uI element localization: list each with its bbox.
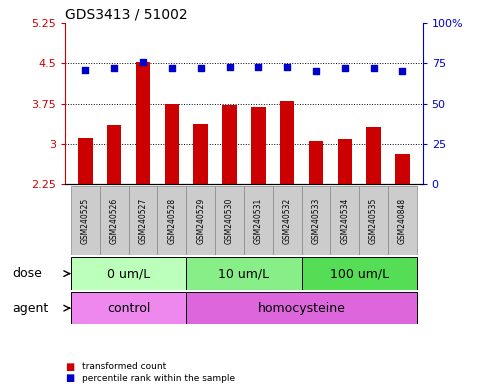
Text: homocysteine: homocysteine	[257, 302, 345, 314]
Point	[312, 68, 320, 74]
Text: GSM240526: GSM240526	[110, 198, 119, 244]
Text: GSM240535: GSM240535	[369, 198, 378, 244]
Text: 10 um/L: 10 um/L	[218, 267, 270, 280]
Bar	[367, 127, 381, 184]
Bar	[301, 257, 417, 290]
Text: 100 um/L: 100 um/L	[330, 267, 389, 280]
Point	[226, 63, 233, 70]
Point	[110, 65, 118, 71]
Text: control: control	[107, 302, 150, 314]
Bar	[273, 186, 301, 255]
Bar	[280, 101, 294, 184]
Point	[398, 68, 406, 74]
Bar	[78, 137, 93, 184]
Bar	[395, 154, 410, 184]
Bar	[222, 105, 237, 184]
Bar	[186, 186, 215, 255]
Bar	[136, 62, 150, 184]
Point	[341, 65, 349, 71]
Text: 0 um/L: 0 um/L	[107, 267, 150, 280]
Bar	[71, 186, 100, 255]
Text: ■: ■	[65, 362, 74, 372]
Text: transformed count: transformed count	[82, 362, 166, 371]
Bar	[71, 257, 186, 290]
Bar	[186, 292, 417, 324]
Bar	[100, 186, 128, 255]
Bar	[215, 186, 244, 255]
Text: dose: dose	[12, 267, 42, 280]
Bar	[251, 108, 266, 184]
Text: GSM240533: GSM240533	[312, 198, 321, 244]
Bar	[330, 186, 359, 255]
Bar	[359, 186, 388, 255]
Point	[370, 65, 378, 71]
Bar	[388, 186, 417, 255]
Point	[255, 63, 262, 70]
Point	[284, 63, 291, 70]
Text: GSM240530: GSM240530	[225, 198, 234, 244]
Bar	[301, 186, 330, 255]
Point	[197, 65, 204, 71]
Text: GSM240531: GSM240531	[254, 198, 263, 244]
Point	[82, 67, 89, 73]
Bar	[165, 104, 179, 184]
Bar	[338, 139, 352, 184]
Text: GSM240534: GSM240534	[341, 198, 349, 244]
Text: GSM240532: GSM240532	[283, 198, 292, 244]
Bar	[71, 292, 186, 324]
Text: GSM240525: GSM240525	[81, 198, 90, 244]
Text: ■: ■	[65, 373, 74, 383]
Point	[168, 65, 176, 71]
Bar	[309, 141, 323, 184]
Text: GSM240529: GSM240529	[196, 198, 205, 244]
Text: GDS3413 / 51002: GDS3413 / 51002	[65, 8, 188, 22]
Bar	[107, 125, 121, 184]
Text: GSM240528: GSM240528	[167, 198, 176, 244]
Bar	[186, 257, 301, 290]
Point	[139, 59, 147, 65]
Text: agent: agent	[12, 302, 48, 314]
Bar	[157, 186, 186, 255]
Bar	[244, 186, 273, 255]
Bar	[128, 186, 157, 255]
Text: percentile rank within the sample: percentile rank within the sample	[82, 374, 235, 383]
Bar	[194, 124, 208, 184]
Text: GSM240848: GSM240848	[398, 198, 407, 244]
Text: GSM240527: GSM240527	[139, 198, 147, 244]
